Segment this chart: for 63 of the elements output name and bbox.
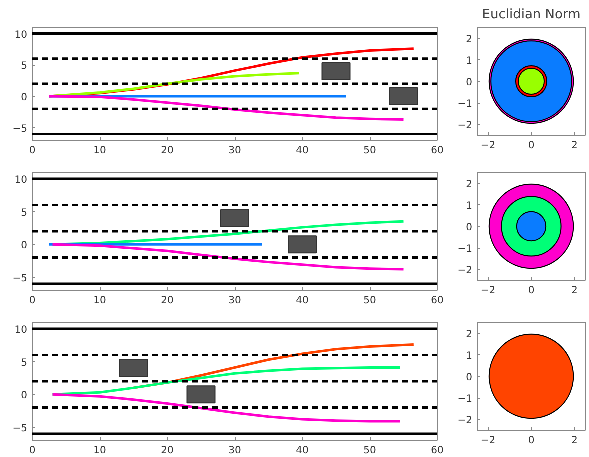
x-tick-label: 60 [431,296,444,306]
y-tick-label: 0 [21,240,28,252]
y-tick-label: 5 [21,208,28,219]
x-tick-label: 10 [94,446,106,456]
x-tick-label: 2 [572,436,578,446]
y-tick-label: −2 [458,120,473,132]
y-tick-label: 0 [21,390,28,402]
y-tick-label: 2 [466,329,473,340]
x-tick-label: 2 [572,286,578,296]
x-tick-label: 40 [296,146,309,156]
y-tick-label: −5 [12,273,28,284]
y-tick-label: 10 [14,30,28,41]
x-tick-label: 50 [364,446,376,456]
x-tick-label: 10 [94,296,106,306]
y-tick-label: −2 [458,416,473,427]
x-tick-label: 20 [161,446,174,456]
x-tick-label: 40 [296,296,309,306]
y-tick-label: −5 [12,124,28,135]
y-tick-label: 1 [466,56,473,67]
y-tick-label: 0 [21,92,28,104]
x-tick-label: 0 [528,140,535,152]
chart-title: Euclidian Norm [482,8,581,22]
y-tick-label: 1 [466,200,473,212]
y-tick-label: 10 [14,175,28,186]
x-tick-label: 50 [364,146,376,156]
y-tick-label: 1 [466,350,473,362]
x-tick-label: −2 [480,436,496,446]
x-tick-label: 0 [29,446,36,456]
y-tick-label: 0 [466,78,473,88]
line-series [52,393,402,423]
y-tick-label: −1 [458,244,473,256]
y-tick-label: 10 [14,325,28,336]
x-tick-label: 50 [364,296,376,306]
y-tick-label: 2 [466,179,473,190]
y-tick-label: 5 [21,61,28,72]
x-tick-label: 0 [29,296,36,306]
x-tick-label: 40 [296,446,309,456]
y-tick-label: 2 [466,34,473,46]
x-tick-label: 2 [572,140,578,152]
x-tick-label: 60 [431,446,444,456]
y-tick-label: −2 [458,266,473,277]
y-tick-label: 0 [466,372,473,384]
x-tick-label: 0 [29,146,36,156]
x-tick-label: 30 [228,446,242,456]
x-tick-label: −2 [480,286,496,296]
line-series [48,72,300,98]
x-tick-label: 30 [228,296,242,306]
x-tick-label: 60 [431,146,444,156]
x-tick-label: 10 [94,146,106,156]
x-tick-label: 20 [161,296,174,306]
y-tick-label: −1 [458,394,473,406]
x-tick-label: 20 [161,146,174,156]
y-tick-label: 5 [21,358,28,369]
y-tick-label: −1 [458,99,473,110]
x-tick-label: 0 [528,436,535,446]
x-tick-label: 0 [528,286,535,296]
line-series [52,243,405,271]
line-series [48,95,405,122]
y-tick-label: 0 [466,222,473,234]
x-tick-label: 30 [228,146,242,156]
line-series [52,366,402,396]
x-tick-label: −2 [480,140,496,152]
y-tick-label: −5 [12,423,28,434]
